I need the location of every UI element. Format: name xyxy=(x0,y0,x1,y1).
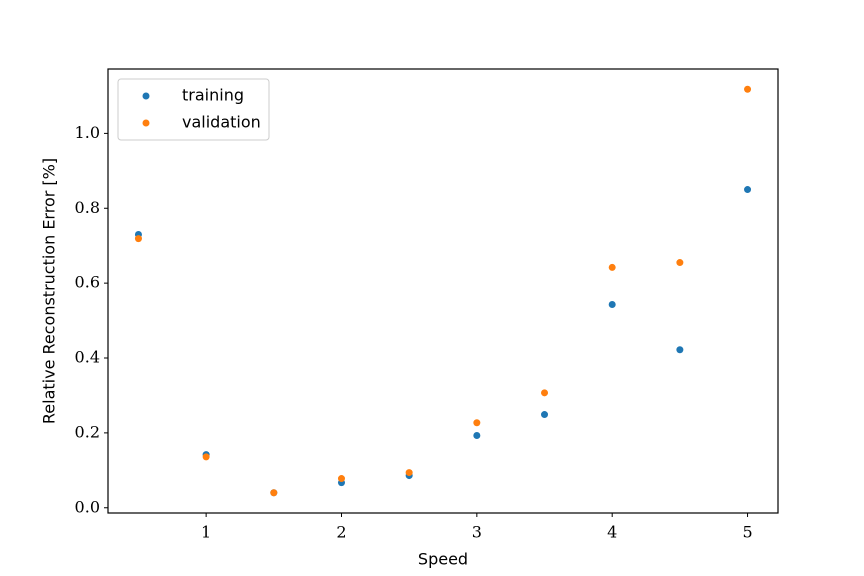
point xyxy=(270,489,278,497)
point xyxy=(405,469,413,477)
x-axis-label: Speed xyxy=(418,550,468,569)
y-tick-label: 0.2 xyxy=(75,422,100,441)
point xyxy=(337,475,345,483)
point xyxy=(541,411,549,419)
x-tick-label: 2 xyxy=(336,523,346,542)
y-tick-label: 0.6 xyxy=(75,273,100,292)
legend-label: training xyxy=(182,86,244,105)
point xyxy=(744,186,752,194)
y-tick-label: 0.8 xyxy=(75,198,100,217)
y-tick-label: 0.4 xyxy=(75,348,100,367)
legend-marker xyxy=(142,119,150,127)
x-tick-label: 3 xyxy=(472,523,482,542)
point xyxy=(676,259,684,267)
x-tick-label: 5 xyxy=(742,523,752,542)
point xyxy=(676,346,684,354)
x-tick-label: 4 xyxy=(607,523,617,542)
point xyxy=(134,235,142,243)
point xyxy=(608,263,616,271)
point xyxy=(473,419,481,427)
point xyxy=(202,453,210,461)
point xyxy=(608,300,616,308)
y-tick-label: 0.0 xyxy=(75,497,100,516)
x-tick-label: 1 xyxy=(201,523,211,542)
y-axis-label: Relative Reconstruction Error [%] xyxy=(40,158,59,424)
legend-box xyxy=(117,78,270,141)
legend-marker xyxy=(142,92,150,100)
point xyxy=(473,432,481,440)
point xyxy=(541,389,549,397)
plot-frame xyxy=(107,68,779,514)
legend-label: validation xyxy=(182,113,261,132)
point xyxy=(744,85,752,93)
y-tick-label: 1.0 xyxy=(75,123,100,142)
